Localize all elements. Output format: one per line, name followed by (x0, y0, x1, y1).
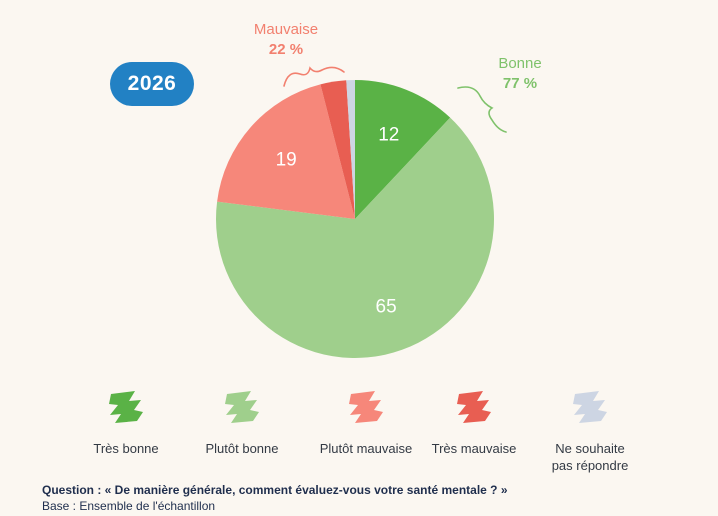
bad-group-brace (283, 66, 345, 87)
legend-swatch-icon (349, 391, 383, 423)
group-good-percent: 77 % (502, 75, 538, 92)
group-bad-title: Mauvaise (253, 21, 319, 38)
year-badge: 2026 (110, 62, 194, 106)
question-text: Question : « De manière générale, commen… (42, 483, 508, 497)
legend-swatch-icon (573, 391, 607, 423)
legend-item-tres-bonne: Très bonne (60, 388, 192, 457)
slice-value-label: 65 (376, 296, 397, 317)
legend-swatch-icon (225, 391, 259, 423)
legend-item-plutot-mauvaise: Plutôt mauvaise (300, 388, 432, 457)
legend-swatch-icon (109, 391, 143, 423)
legend-item-tres-mauvaise: Très mauvaise (408, 388, 540, 457)
group-label-bad: Mauvaise 22 % (236, 20, 336, 60)
pie-slice-tres-mauvaise (320, 80, 355, 219)
legend: Très bonne Plutôt bonne Plutôt mauvaise … (60, 388, 680, 478)
pie-slice-plutot-mauvaise (217, 84, 355, 219)
good-group-brace (457, 86, 507, 133)
legend-label: Très mauvaise (431, 441, 517, 456)
base-text: Base : Ensemble de l'échantillon (42, 499, 216, 513)
legend-label: Plutôt mauvaise (319, 441, 413, 456)
pie-slice-tres-bonne (355, 80, 451, 219)
group-label-good: Bonne 77 % (472, 54, 568, 94)
legend-label: Ne souhaite pas répondre (551, 441, 629, 473)
group-bad-percent: 22 % (268, 41, 304, 58)
group-good-title: Bonne (498, 55, 542, 72)
legend-label: Très bonne (93, 441, 159, 456)
slice-value-label: 19 (276, 149, 297, 170)
pie-slice-ne-souhaite-pas-repondre (346, 80, 355, 219)
legend-item-plutot-bonne: Plutôt bonne (176, 388, 308, 457)
pie-slice-plutot-bonne (215, 117, 494, 359)
footer: Question : « De manière générale, commen… (42, 482, 508, 514)
pie-chart: 12 65 19 (215, 66, 507, 359)
legend-label: Plutôt bonne (205, 441, 279, 456)
legend-swatch-icon (457, 391, 491, 423)
legend-item-ne-souhaite-pas: Ne souhaite pas répondre (524, 388, 656, 474)
slice-value-label: 12 (378, 125, 399, 146)
